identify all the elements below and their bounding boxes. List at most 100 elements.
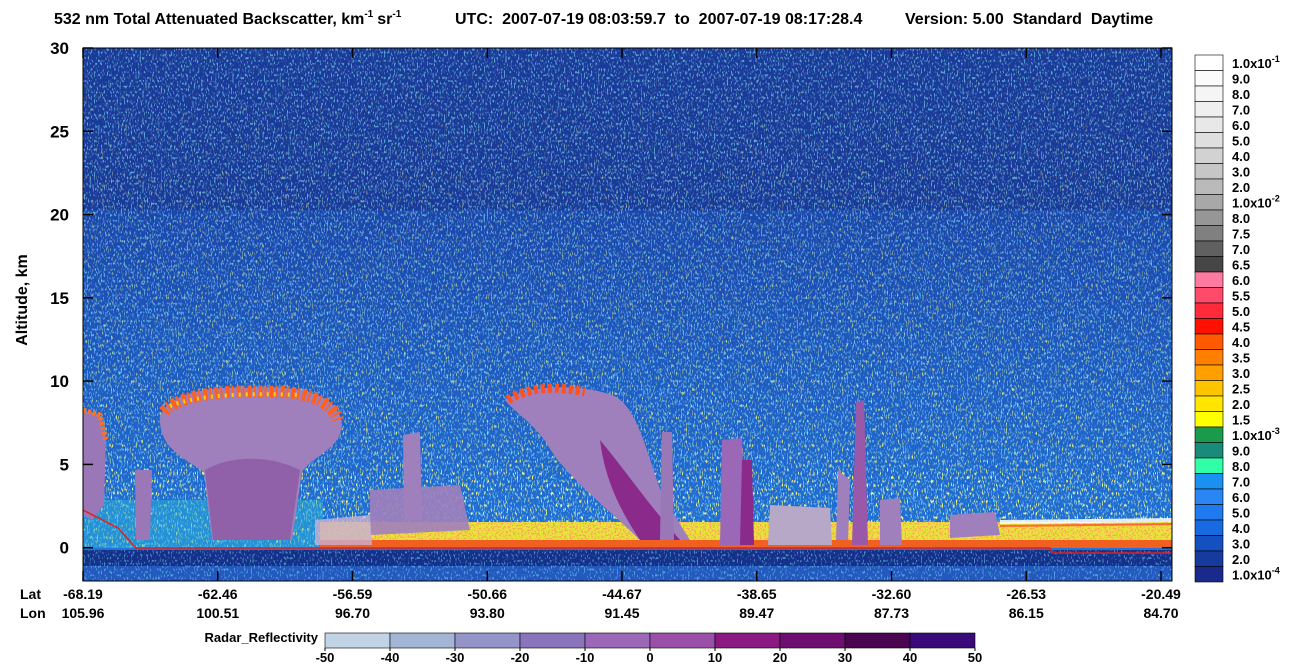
- lon-tick-label: 91.45: [604, 605, 639, 621]
- lat-tick-label: -50.66: [467, 586, 507, 602]
- colorbar-label: 6.0: [1232, 490, 1250, 505]
- lon-tick-label: 87.73: [874, 605, 909, 621]
- colorbar-cell: [1194, 426, 1224, 443]
- colorbar-label-text: 7.0: [1232, 242, 1250, 257]
- colorbar-label: 7.0: [1232, 103, 1250, 118]
- colorbar-label: 1.5: [1232, 413, 1250, 428]
- radar-colorbar-cell: [454, 632, 521, 649]
- colorbar-label-text: 5.5: [1232, 289, 1250, 304]
- radar-tick-label: -50: [316, 650, 335, 665]
- radar-tick-label: 0: [646, 650, 653, 665]
- colorbar-label-text: 2.5: [1232, 382, 1250, 397]
- colorbar-label: 1.0x10-4: [1232, 566, 1280, 583]
- radar-tick-label: 30: [838, 650, 852, 665]
- radar-tick-label: 40: [903, 650, 917, 665]
- surface-elevation: [83, 509, 1172, 554]
- colorbar-cell: [1194, 287, 1224, 304]
- radar-colorbar-cell: [714, 632, 781, 649]
- cloud: [880, 498, 902, 545]
- colorbar-cell: [1194, 566, 1224, 583]
- colorbar-label: 4.5: [1232, 320, 1250, 335]
- y-axis-title: Altitude, km: [14, 254, 31, 346]
- colorbar-label-text: 7.0: [1232, 103, 1250, 118]
- colorbar-label-text: 4.0: [1232, 335, 1250, 350]
- colorbar-label: 3.0: [1232, 165, 1250, 180]
- colorbar-label: 2.0: [1232, 552, 1250, 567]
- colorbar-label-exponent: -1: [1272, 54, 1280, 64]
- colorbar-cell: [1194, 535, 1224, 552]
- lat-tick-label: -32.60: [872, 586, 912, 602]
- cloud: [852, 400, 868, 545]
- cloud: [768, 505, 832, 545]
- colorbar-cell: [1194, 333, 1224, 350]
- colorbar-label-text: 6.0: [1232, 273, 1250, 288]
- colorbar-label-text: 8.0: [1232, 459, 1250, 474]
- colorbar-label-text: 6.5: [1232, 258, 1250, 273]
- colorbar-cell: [1194, 318, 1224, 335]
- colorbar-label: 7.5: [1232, 227, 1250, 242]
- cloud-core: [600, 440, 680, 540]
- colorbar-label: 1.0x10-2: [1232, 194, 1280, 211]
- lon-tick-label: 86.15: [1009, 605, 1044, 621]
- colorbar-label-text: 9.0: [1232, 72, 1250, 87]
- cloud: [315, 515, 372, 545]
- colorbar-label-text: 2.0: [1232, 552, 1250, 567]
- lat-label: Lat: [20, 586, 41, 602]
- colorbar-label-text: 3.5: [1232, 351, 1250, 366]
- title-utc: UTC: 2007-07-19 08:03:59.7 to 2007-07-19…: [455, 11, 862, 28]
- colorbar-label-text: 7.5: [1232, 227, 1250, 242]
- colorbar-cell: [1194, 364, 1224, 381]
- colorbar-cell: [1194, 473, 1224, 490]
- colorbar-cell: [1194, 116, 1224, 133]
- colorbar-label-text: 1.0x10: [1232, 196, 1272, 211]
- colorbar-label: 3.5: [1232, 351, 1250, 366]
- lat-tick-label: -68.19: [63, 586, 103, 602]
- radar-tick-label: 10: [708, 650, 722, 665]
- colorbar-label-text: 6.0: [1232, 118, 1250, 133]
- y-tick-label: 10: [50, 372, 69, 391]
- colorbar-cell: [1194, 271, 1224, 288]
- colorbar-label: 5.0: [1232, 304, 1250, 319]
- colorbar-cell: [1194, 178, 1224, 195]
- radar-colorbar-cell: [779, 632, 846, 649]
- cloud: [740, 460, 754, 545]
- cloud-top: [505, 383, 587, 404]
- lon-tick-label: 96.70: [335, 605, 370, 621]
- colorbar-cell: [1194, 519, 1224, 536]
- colorbar-label: 7.0: [1232, 475, 1250, 490]
- colorbar-cell: [1194, 504, 1224, 521]
- colorbar-cell: [1194, 54, 1224, 71]
- lat-tick-label: -44.67: [602, 586, 642, 602]
- cloud: [950, 512, 1000, 538]
- colorbar-label-text: 5.0: [1232, 134, 1250, 149]
- colorbar-label-text: 4.0: [1232, 149, 1250, 164]
- y-tick-label: 30: [50, 39, 69, 58]
- colorbar-label-text: 4.5: [1232, 320, 1250, 335]
- colorbar-label: 8.0: [1232, 211, 1250, 226]
- title-exponent: -1: [364, 9, 373, 20]
- colorbar-cell: [1194, 240, 1224, 257]
- colorbar-label-text: 8.0: [1232, 211, 1250, 226]
- colorbar-label: 1.0x10-3: [1232, 426, 1280, 443]
- colorbar-label: 4.0: [1232, 149, 1250, 164]
- colorbar-label-text: 1.5: [1232, 413, 1250, 428]
- y-tick-label: 15: [50, 289, 69, 308]
- title-version: Version: 5.00 Standard Daytime: [905, 11, 1153, 28]
- colorbar-cell: [1194, 147, 1224, 164]
- y-tick-label: 20: [50, 206, 69, 225]
- colorbar-label: 9.0: [1232, 444, 1250, 459]
- lon-tick-label: 89.47: [739, 605, 774, 621]
- colorbar-label-exponent: -3: [1272, 426, 1280, 436]
- colorbar-label: 7.0: [1232, 242, 1250, 257]
- lon-tick-label: 84.70: [1143, 605, 1178, 621]
- noise-speckle: [83, 550, 1172, 581]
- radar-colorbar-cell: [324, 632, 391, 649]
- colorbar-label: 1.0x10-1: [1232, 54, 1280, 71]
- colorbar-cell: [1194, 225, 1224, 242]
- cloud: [720, 438, 746, 545]
- cloud-top: [159, 385, 344, 423]
- colorbar-cell: [1194, 411, 1224, 428]
- colorbar-label-text: 1.0x10: [1232, 56, 1272, 71]
- colorbar-label-exponent: -4: [1272, 566, 1280, 576]
